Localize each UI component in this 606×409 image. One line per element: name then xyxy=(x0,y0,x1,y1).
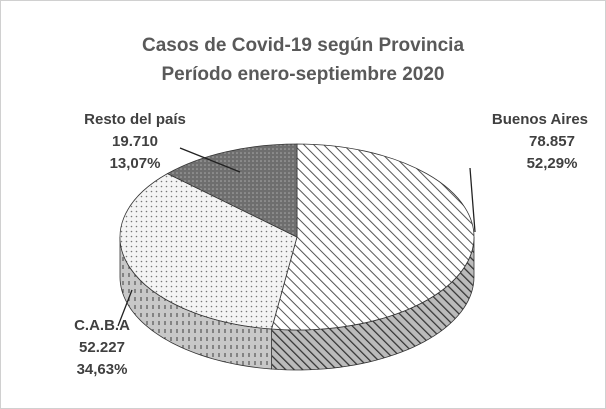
slice xyxy=(119,173,298,330)
data-label-value: 52.227 xyxy=(79,339,125,356)
data-label-percent: 52,29% xyxy=(527,155,578,172)
chart-subtitle: Período enero-septiembre 2020 xyxy=(162,64,445,85)
data-label-value: 19.710 xyxy=(112,133,158,150)
data-label-percent: 13,07% xyxy=(110,155,161,172)
slice xyxy=(166,143,298,238)
pie xyxy=(119,143,475,371)
data-label-name: Buenos Aires xyxy=(492,111,588,128)
leader-line xyxy=(469,167,476,233)
leader-line xyxy=(179,147,241,173)
data-label-percent: 34,63% xyxy=(77,361,128,378)
leader-line xyxy=(117,289,133,327)
data-label-name: C.A.B.A xyxy=(74,317,130,334)
data-label-value: 78.857 xyxy=(529,133,575,150)
chart-title: Casos de Covid-19 según Provincia xyxy=(142,35,464,56)
slice xyxy=(271,143,475,331)
data-label-name: Resto del país xyxy=(84,111,186,128)
